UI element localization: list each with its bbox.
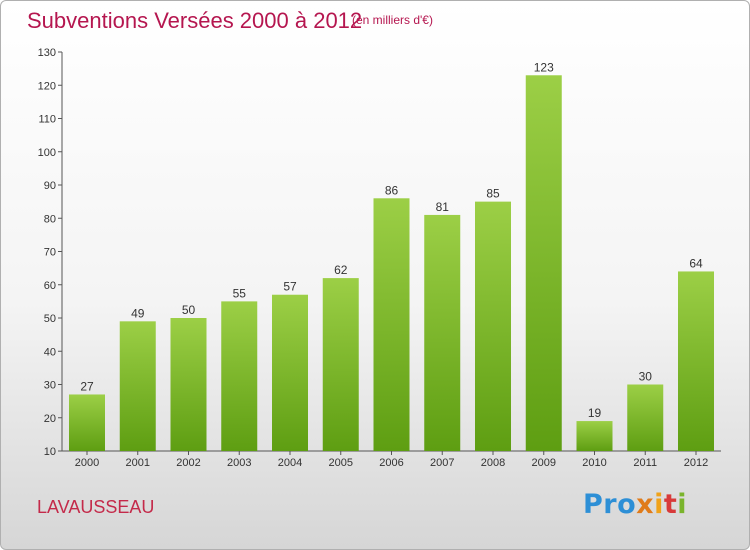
- x-tick-label: 2011: [633, 457, 657, 469]
- x-tick-label: 2005: [329, 457, 353, 469]
- value-label: 64: [689, 256, 703, 270]
- bar-2009: [525, 75, 562, 452]
- value-label: 57: [283, 280, 297, 294]
- chart-subtitle: (en milliers d'€): [352, 13, 433, 27]
- logo-part-1: Pro: [583, 489, 637, 520]
- value-label: 49: [131, 306, 145, 320]
- chart-title: Subventions Versées 2000 à 2012: [27, 8, 363, 33]
- value-label: 55: [233, 286, 247, 300]
- bar-2004: [272, 294, 308, 451]
- bar-2007: [424, 214, 461, 451]
- x-tick-label: 2000: [75, 457, 99, 469]
- proxiti-logo[interactable]: Proxiti: [583, 489, 687, 520]
- y-tick-label: 90: [44, 180, 56, 192]
- logo-part-3: i: [654, 489, 664, 520]
- value-label: 85: [486, 187, 500, 201]
- y-tick-label: 120: [38, 80, 56, 92]
- x-tick-label: 2004: [278, 457, 302, 469]
- value-label: 50: [182, 303, 196, 317]
- chart-bars: [69, 75, 714, 452]
- town-name: LAVAUSSEAU: [37, 497, 155, 517]
- x-tick-label: 2007: [430, 457, 454, 469]
- y-tick-label: 130: [38, 47, 56, 59]
- x-tick-label: 2012: [684, 457, 708, 469]
- value-label: 81: [436, 200, 450, 214]
- value-label: 30: [639, 370, 653, 384]
- y-tick-label: 110: [38, 114, 56, 126]
- bar-2010: [576, 421, 613, 451]
- value-label: 123: [534, 60, 554, 74]
- x-tick-label: 2001: [126, 457, 150, 469]
- value-label: 62: [334, 263, 348, 277]
- y-tick-label: 30: [44, 380, 56, 392]
- bar-2001: [119, 321, 156, 451]
- y-tick-label: 50: [44, 313, 56, 325]
- bar-2000: [69, 394, 105, 451]
- x-tick-label: 2002: [176, 457, 200, 469]
- x-tick-label: 2010: [582, 457, 606, 469]
- bar-2002: [170, 318, 207, 451]
- y-tick-label: 100: [38, 147, 56, 159]
- chart-axes: 10 20 30 40 50 60 70 80 90 100 110 120 130: [38, 47, 721, 458]
- logo-part-5: i: [677, 489, 688, 520]
- bar-2005: [322, 278, 359, 451]
- value-label: 19: [588, 406, 602, 420]
- y-tick-label: 60: [44, 280, 56, 292]
- x-tick-label: 2009: [532, 457, 556, 469]
- x-tick-label: 2003: [227, 457, 251, 469]
- y-tick-label: 70: [44, 247, 56, 259]
- x-tick-label: 2006: [379, 457, 403, 469]
- y-tick-label: 20: [44, 413, 56, 425]
- logo-part-2: x: [636, 489, 655, 520]
- chart-labels: 2000 27 2001 49 2002 50 2003 55 2004 57 2005 62 2006…: [75, 60, 708, 469]
- y-tick-label: 40: [44, 346, 56, 358]
- logo-part-4: t: [663, 489, 678, 520]
- bar-2003: [221, 301, 258, 451]
- bar-2008: [475, 201, 511, 451]
- bar-2011: [627, 384, 664, 451]
- y-tick-label: 80: [44, 213, 56, 225]
- y-tick-label: 10: [44, 446, 56, 458]
- bar-2012: [678, 271, 714, 451]
- value-label: 86: [385, 183, 399, 197]
- bar-2006: [373, 198, 410, 451]
- value-label: 27: [80, 379, 94, 393]
- x-tick-label: 2008: [481, 457, 505, 469]
